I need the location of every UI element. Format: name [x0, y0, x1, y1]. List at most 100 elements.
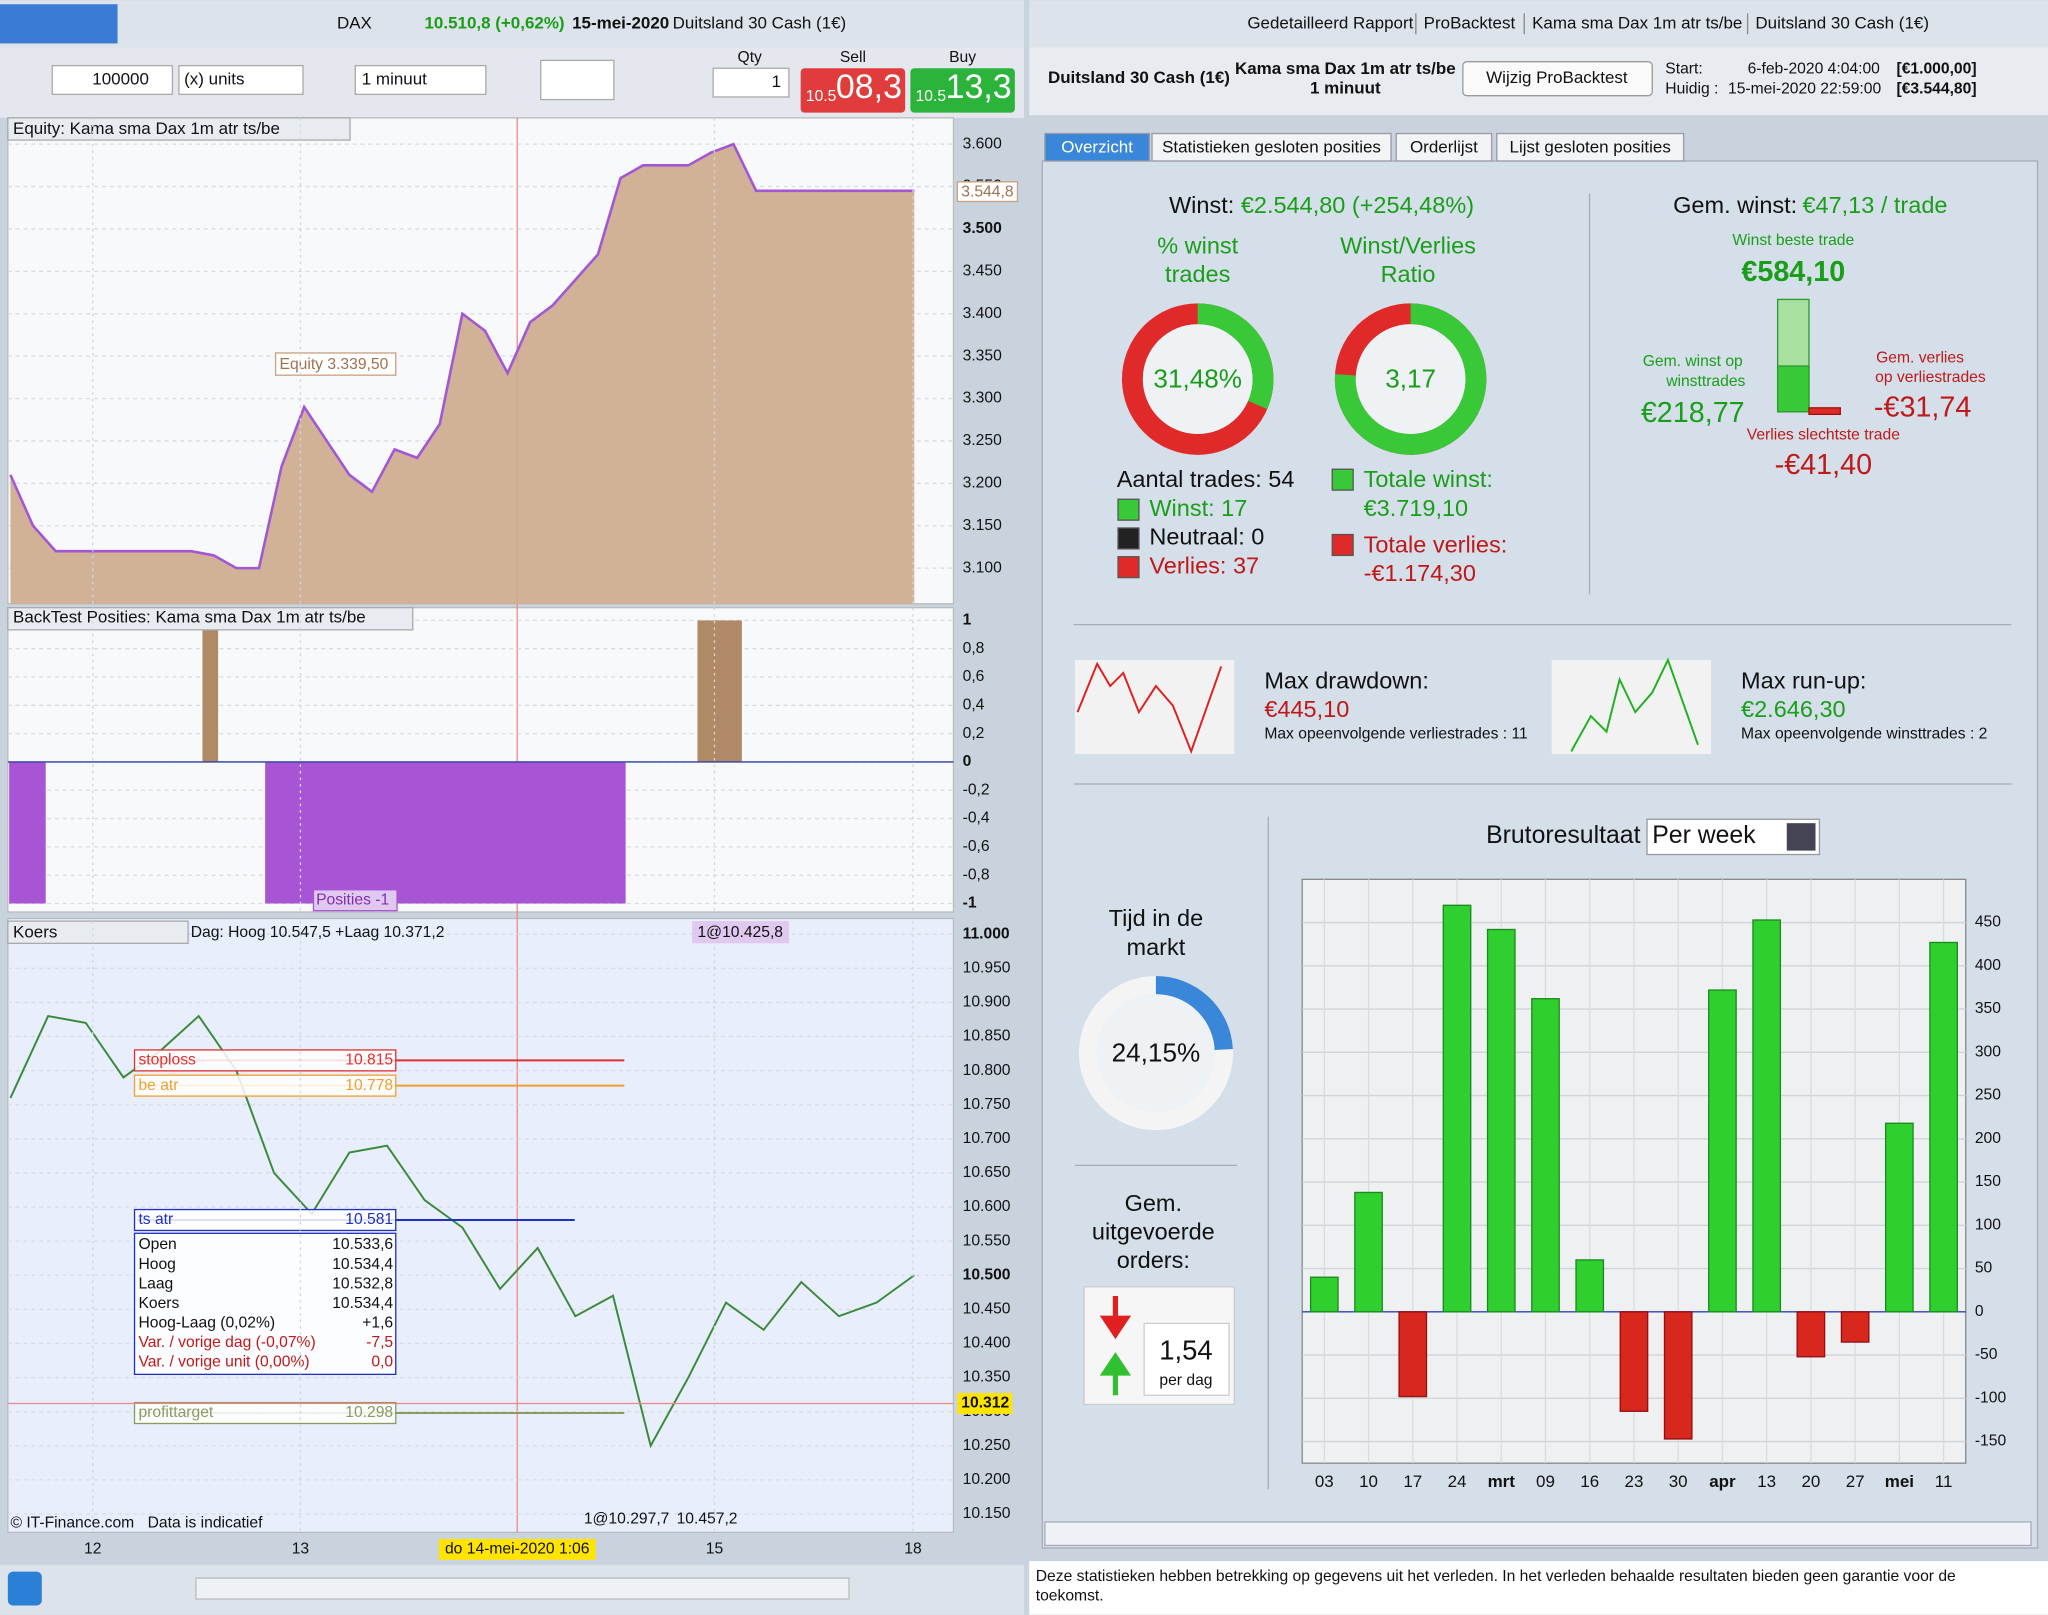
h-scrollbar[interactable]	[1044, 1521, 2032, 1547]
orders-card	[1143, 1322, 1230, 1396]
interval-select[interactable]	[354, 64, 487, 96]
text-label: €445,10	[1264, 696, 1349, 722]
y-tick-label: 11.000	[963, 925, 1010, 942]
text-label: 1,54	[1159, 1334, 1212, 1365]
bar	[1663, 1311, 1693, 1440]
legend-swatch	[1117, 527, 1140, 550]
tab[interactable]	[1044, 132, 1151, 162]
text-label: Ratio	[1381, 261, 1436, 287]
text-label: Duitsland 30 Cash (1€)	[673, 13, 847, 32]
bar	[1575, 1259, 1605, 1313]
units-select[interactable]	[178, 64, 304, 96]
text-label: 1 minuut	[362, 69, 427, 88]
runup-line	[1570, 657, 1699, 752]
x-tick-label: 10	[1359, 1472, 1378, 1491]
x-tick-label: 24	[1448, 1472, 1467, 1491]
text-label: BackTest Posities: Kama sma Dax 1m atr t…	[13, 608, 366, 627]
text-label: Equity 3.339,50	[280, 356, 389, 373]
x-tick-label: 20	[1801, 1472, 1820, 1491]
text-label: 10.778	[345, 1077, 393, 1094]
ring-value	[1334, 303, 1487, 455]
level-box	[133, 1401, 397, 1425]
avg-win-bar	[1776, 365, 1810, 413]
text-label: 3,17	[1385, 363, 1436, 393]
tab[interactable]	[1496, 132, 1685, 162]
bar	[1309, 1276, 1339, 1313]
text-label: 10.532,8	[332, 1275, 393, 1292]
text-label: be atr	[138, 1077, 178, 1094]
y-tick-label: 100	[1975, 1216, 2001, 1233]
text-label: 10.312	[961, 1395, 1009, 1412]
text-label: Deze statistieken hebben betrekking op g…	[1036, 1568, 1956, 1585]
tab[interactable]	[1151, 132, 1392, 162]
y-tick-label: 3.150	[963, 517, 1002, 534]
text-label: 31,48%	[1153, 363, 1242, 393]
y-tick-label: 10.250	[963, 1437, 1011, 1454]
buy-button[interactable]	[910, 68, 1015, 113]
text-label: Duitsland 30 Cash (1€)	[1755, 13, 1929, 32]
tab[interactable]	[1395, 132, 1493, 162]
y-tick-label: -0,8	[963, 866, 990, 883]
text-label: Winst: 17	[1149, 495, 1247, 521]
y-tick-label: 3.100	[963, 559, 1002, 576]
edit-button[interactable]	[1462, 61, 1653, 97]
text-label: uitgevoerde	[1092, 1218, 1215, 1244]
text-label: [€3.544,80]	[1896, 80, 1976, 97]
qty-input[interactable]	[712, 67, 790, 98]
text-label: Gem. winst op	[1643, 353, 1743, 370]
y-tick-label: 1	[963, 612, 972, 629]
amount-input[interactable]	[51, 64, 174, 96]
level-box	[133, 1208, 397, 1232]
text-label: 10.815	[345, 1052, 393, 1069]
y-tick-label: 3.600	[963, 135, 1002, 152]
text-label: 24,15%	[1112, 1037, 1201, 1067]
right-titlebar	[1029, 0, 2048, 48]
text-label: €2.544,80 (+254,48%)	[1241, 192, 1474, 218]
legend-swatch	[1117, 556, 1140, 579]
y-tick-label: 150	[1975, 1173, 2001, 1190]
y-tick-label: -0,4	[963, 810, 990, 827]
text-label: €584,10	[1741, 256, 1845, 288]
bar	[1619, 1311, 1649, 1412]
level-box	[133, 1074, 397, 1097]
text-label: do 14-mei-2020 1:06	[445, 1541, 590, 1558]
y-tick-label: 0	[1975, 1303, 1984, 1320]
text-label: €3.719,10	[1364, 495, 1469, 521]
ring-center	[1355, 324, 1466, 434]
y-tick-label: 10.150	[963, 1505, 1011, 1522]
y-tick-label: 400	[1975, 957, 2001, 974]
y-tick-label: 10.950	[963, 959, 1011, 976]
text-label: Max opeenvolgende winsttrades : 2	[1741, 725, 1987, 742]
text-label: Lijst gesloten posities	[1510, 137, 1671, 156]
x-tick-label: 09	[1536, 1472, 1555, 1491]
text-label: 3.544,8	[961, 183, 1014, 200]
y-tick-label: -0,6	[963, 838, 990, 855]
text-label: Verlies: 37	[1149, 552, 1259, 578]
y-tick-label: 3.500	[963, 220, 1002, 237]
current-box	[957, 1393, 1013, 1414]
text-label: Huidig :	[1665, 80, 1718, 97]
x-tick-label: 15	[706, 1541, 724, 1558]
x-tick-label: 17	[1403, 1472, 1422, 1491]
x-tick-label: 18	[904, 1541, 922, 1558]
legend-swatch	[1331, 468, 1354, 491]
y-tick-label: -150	[1975, 1433, 2007, 1450]
text-label: 10.457,2	[677, 1510, 738, 1527]
share-button[interactable]	[7, 1571, 42, 1606]
sell-button[interactable]	[800, 68, 906, 113]
scrollbar[interactable]	[195, 1577, 850, 1600]
text-label: DAX	[337, 13, 372, 32]
select-arrow[interactable]	[1786, 823, 1816, 851]
chart-type-button[interactable]	[540, 59, 615, 101]
legend-swatch	[1331, 533, 1354, 557]
drawdown-sparkline	[1074, 659, 1235, 754]
y-tick-label: 3.250	[963, 432, 1002, 449]
y-tick-label: 50	[1975, 1260, 1993, 1277]
text-label: Hoog	[138, 1256, 175, 1273]
text-label: markt	[1127, 934, 1186, 960]
window-controls[interactable]	[0, 4, 118, 44]
info-box	[133, 1232, 397, 1376]
text-label: Brutoresultaat	[1486, 822, 1640, 849]
ring-center	[1142, 324, 1253, 434]
text-label: Winst/Verlies	[1340, 232, 1476, 258]
